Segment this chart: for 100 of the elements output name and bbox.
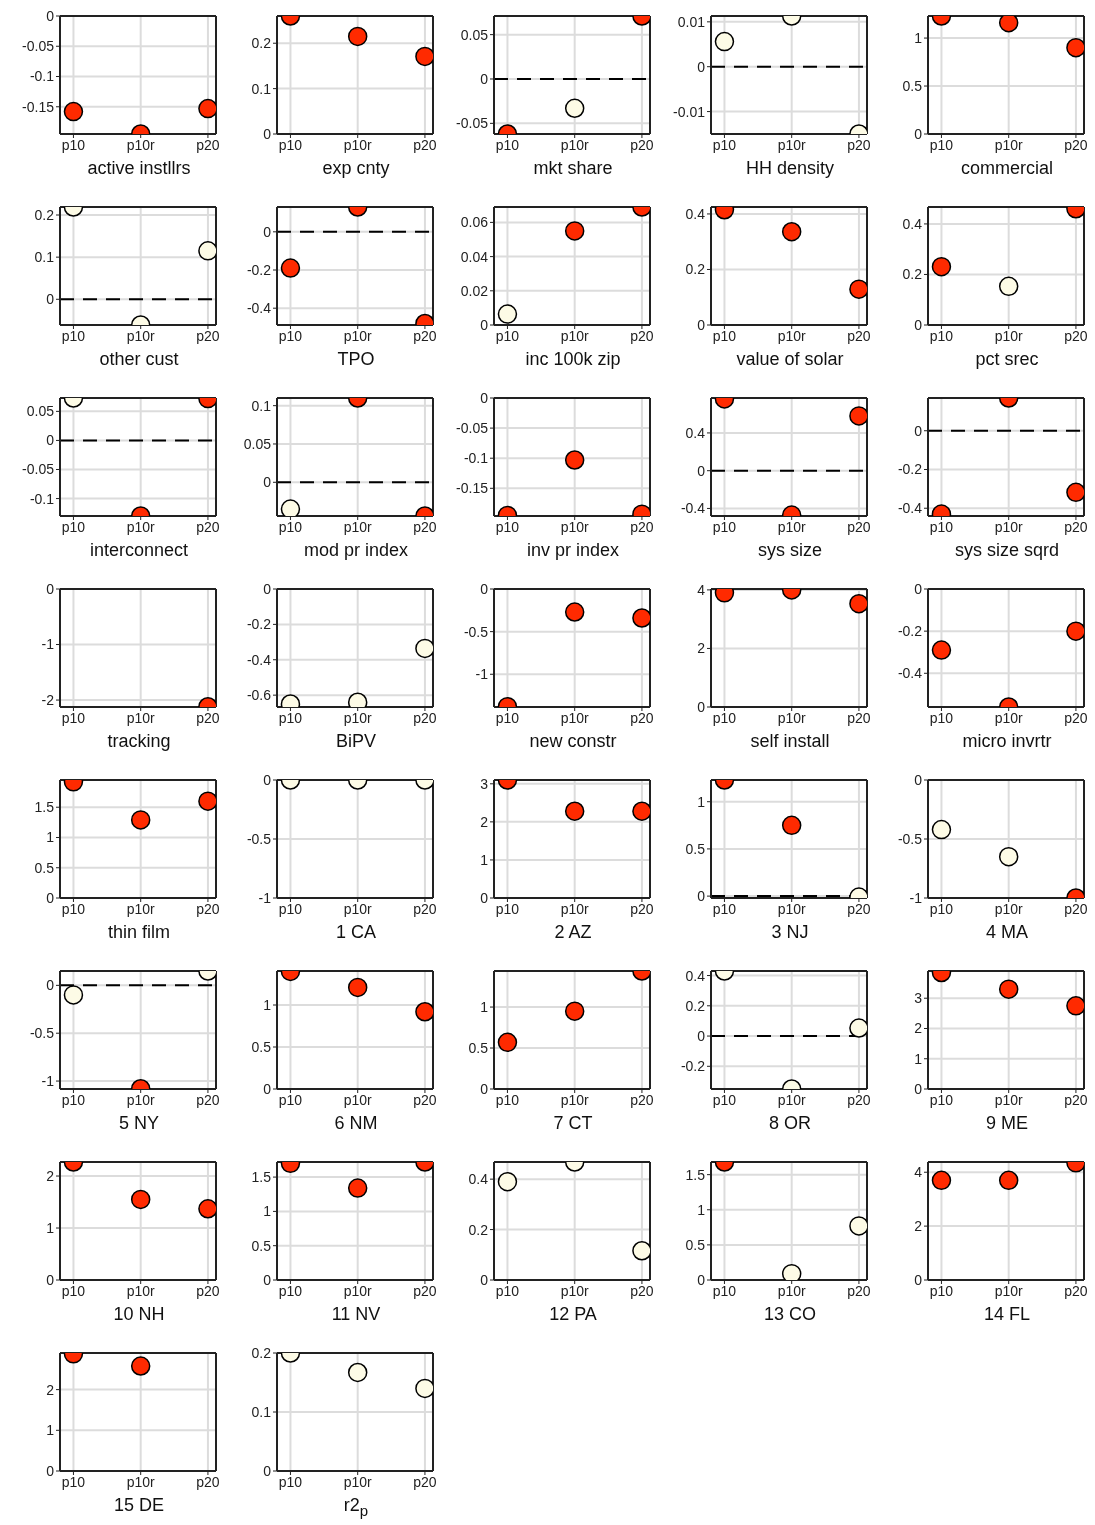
x-tick-label: p20 xyxy=(630,1282,654,1299)
y-tick-label: 1 xyxy=(263,996,272,1013)
x-tick-label: p20 xyxy=(1064,709,1088,726)
y-tick-label: 0.05 xyxy=(460,26,489,43)
point xyxy=(564,602,585,622)
y-tick-label: 0.5 xyxy=(468,1040,489,1056)
x-tick-label: p10 xyxy=(712,327,737,344)
y-tick-label: -1 xyxy=(41,1073,55,1090)
x-tick-label: p20 xyxy=(630,136,654,153)
y-tick-label: 0 xyxy=(914,771,923,788)
x-tick-label: p20 xyxy=(196,327,220,344)
y-tick-label: 0 xyxy=(263,223,272,240)
x-tick-label: p10 xyxy=(278,518,303,535)
y-tick-label: 0 xyxy=(263,474,272,491)
y-tick-label: 0.06 xyxy=(460,214,489,231)
x-tick-label: p20 xyxy=(196,1282,220,1299)
y-tick-label: -1 xyxy=(909,889,923,906)
y-tick-label: 2 xyxy=(46,1381,55,1398)
x-tick-label: p10 xyxy=(495,518,520,535)
y-tick-label: 0.02 xyxy=(460,282,489,299)
y-tick-label: -0.5 xyxy=(246,830,272,847)
y-tick-label: 0.5 xyxy=(685,840,706,857)
x-axis-title: 7 CT xyxy=(552,1113,594,1134)
x-tick-label: p10 xyxy=(495,136,520,153)
x-tick-label: p10r xyxy=(560,709,590,726)
y-tick-label: 0 xyxy=(263,1080,272,1097)
x-tick-label: p10r xyxy=(343,1473,373,1490)
x-axis-title: inc 100k zip xyxy=(524,349,622,370)
x-tick-label: p10 xyxy=(495,1091,520,1108)
x-axis-title: new constr xyxy=(528,731,618,752)
y-tick-label: 0.4 xyxy=(902,215,923,232)
y-tick-label: 2 xyxy=(480,813,489,830)
x-tick-label: p20 xyxy=(196,900,220,917)
x-tick-label: p10r xyxy=(126,136,156,153)
x-axis-title: 1 CA xyxy=(335,922,377,943)
x-tick-label: p10r xyxy=(343,900,373,917)
y-tick-label: -2 xyxy=(41,692,55,709)
x-tick-label: p10 xyxy=(929,518,954,535)
x-axis-title: 13 CO xyxy=(763,1304,817,1325)
y-tick-label: -0.01 xyxy=(673,103,706,120)
y-tick-label: -0.4 xyxy=(897,665,923,682)
y-tick-label: -0.05 xyxy=(456,420,489,437)
x-tick-label: p20 xyxy=(630,1091,654,1108)
y-tick-label: 2 xyxy=(914,1020,923,1037)
y-tick-label: 0.1 xyxy=(251,1403,272,1420)
x-axis-title: inv pr index xyxy=(525,540,621,561)
y-tick-label: 0 xyxy=(480,1080,489,1097)
y-tick-label: 2 xyxy=(697,640,706,657)
x-axis-title: commercial xyxy=(960,158,1054,179)
y-tick-label: 0.2 xyxy=(251,35,272,52)
y-tick-label: -0.2 xyxy=(680,1058,706,1075)
x-axis-title: mod pr index xyxy=(302,540,410,561)
y-tick-label: 0.1 xyxy=(251,80,272,97)
y-tick-label: -0.6 xyxy=(246,687,272,704)
y-tick-label: 0 xyxy=(914,1271,923,1288)
x-axis-title: HH density xyxy=(745,158,835,179)
x-axis-title: 6 NM xyxy=(333,1113,379,1134)
x-tick-label: p10r xyxy=(994,1282,1024,1299)
x-tick-label: p10 xyxy=(929,327,954,344)
x-tick-label: p20 xyxy=(630,709,654,726)
x-tick-label: p10 xyxy=(278,709,303,726)
y-tick-label: -0.1 xyxy=(29,68,55,85)
x-tick-label: p20 xyxy=(413,518,437,535)
y-tick-label: 0 xyxy=(697,888,706,905)
x-tick-label: p20 xyxy=(413,709,437,726)
y-tick-label: 0 xyxy=(46,432,55,449)
x-tick-label: p20 xyxy=(1064,327,1088,344)
y-tick-label: -0.05 xyxy=(22,38,55,55)
y-tick-label: 0 xyxy=(697,1028,706,1045)
y-tick-label: 0.5 xyxy=(685,1236,706,1253)
y-tick-label: 0.1 xyxy=(34,249,55,266)
y-tick-label: -0.4 xyxy=(897,500,923,517)
x-axis-title: 2 AZ xyxy=(553,922,593,943)
x-tick-label: p20 xyxy=(196,136,220,153)
x-tick-label: p10 xyxy=(929,1091,954,1108)
x-tick-label: p10 xyxy=(61,1282,86,1299)
x-axis-title: 11 NV xyxy=(330,1304,382,1325)
y-tick-label: 0 xyxy=(697,316,706,333)
y-tick-label: -1 xyxy=(41,636,55,653)
x-axis-title: 3 NJ xyxy=(770,922,810,943)
y-tick-label: 0 xyxy=(697,698,706,715)
y-tick-label: 0.04 xyxy=(460,248,489,265)
x-tick-label: p10 xyxy=(929,136,954,153)
x-tick-label: p20 xyxy=(847,900,871,917)
y-tick-label: 0.5 xyxy=(251,1038,272,1055)
x-tick-label: p10r xyxy=(994,136,1024,153)
y-tick-label: 0 xyxy=(46,977,55,994)
y-tick-label: 1 xyxy=(914,1050,923,1067)
x-tick-label: p20 xyxy=(413,1282,437,1299)
y-tick-label: 0.4 xyxy=(468,1171,489,1188)
y-tick-label: 0 xyxy=(480,70,489,87)
y-tick-label: 0 xyxy=(697,1271,706,1288)
y-tick-label: 0.1 xyxy=(251,397,272,414)
x-tick-label: p10 xyxy=(61,327,86,344)
x-tick-label: p20 xyxy=(413,1091,437,1108)
y-tick-label: 0 xyxy=(914,125,923,142)
y-tick-label: 0.2 xyxy=(34,206,55,223)
x-tick-label: p20 xyxy=(847,709,871,726)
x-tick-label: p10r xyxy=(560,900,590,917)
x-tick-label: p20 xyxy=(1064,900,1088,917)
